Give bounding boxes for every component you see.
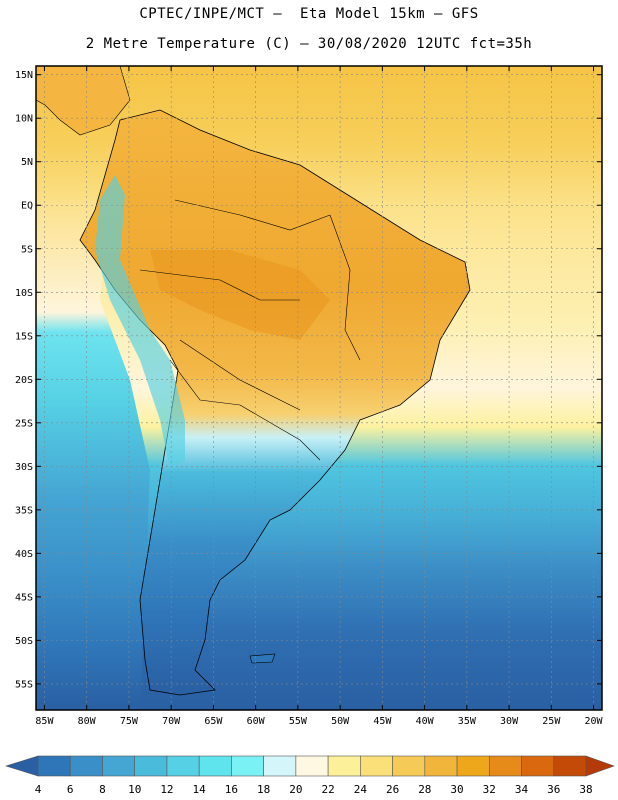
colorbar-swatch <box>198 755 232 777</box>
colorbar-swatch <box>263 755 297 777</box>
colorbar-label: 12 <box>160 783 173 796</box>
lon-tick-label: 85W <box>35 716 54 727</box>
latitude-axis: 15N 10N 5N EQ 5S 10S 15S 20S 25S 30S 35S 40S 45S 50S 5… <box>15 70 602 690</box>
colorbar-label: 38 <box>579 783 592 796</box>
lat-tick-label: 20S <box>15 375 33 386</box>
colorbar-label: 36 <box>547 783 560 796</box>
colorbar-swatch <box>166 755 200 777</box>
colorbar-swatch <box>360 755 393 777</box>
lon-tick-label: 40W <box>416 716 435 727</box>
colorbar-swatch <box>37 755 71 777</box>
lat-tick-label: 50S <box>15 636 33 647</box>
colorbar-label: 10 <box>128 783 141 796</box>
colorbar-label: 8 <box>99 783 106 796</box>
lon-tick-label: 25W <box>542 716 561 727</box>
temperature-field <box>36 66 602 710</box>
lon-tick-label: 45W <box>373 716 392 727</box>
colorbar-label: 20 <box>289 783 302 796</box>
lon-tick-label: 80W <box>78 716 97 727</box>
colorbar-label: 14 <box>193 783 207 796</box>
colorbar-swatch <box>102 755 136 777</box>
colorbar-label: 6 <box>67 783 74 796</box>
colorbar-label: 26 <box>386 783 399 796</box>
colorbar-max-arrow <box>585 755 615 777</box>
colorbar-swatch <box>521 755 555 777</box>
chart-subtitle: 2 Metre Temperature (C) – 30/08/2020 12U… <box>85 36 533 52</box>
longitude-axis: 85W 80W 75W 70W 65W 60W 55W 50W 45W 40W 35W 30W 25W 2… <box>35 66 604 727</box>
lon-tick-label: 75W <box>120 716 139 727</box>
lat-tick-label: 5S <box>21 244 33 255</box>
colorbar-label: 16 <box>225 783 238 796</box>
lon-tick-label: 60W <box>247 716 266 727</box>
chart-title: CPTEC/INPE/MCT – Eta Model 15km – GFS <box>139 6 479 22</box>
lat-tick-label: 25S <box>15 418 33 429</box>
graticule <box>36 66 602 710</box>
map-frame <box>35 65 603 711</box>
lon-tick-label: 70W <box>162 716 181 727</box>
colorbar-swatch <box>295 755 329 777</box>
colorbar-swatch <box>488 755 522 777</box>
colorbar-label: 32 <box>483 783 496 796</box>
lon-tick-label: 35W <box>458 716 477 727</box>
lat-tick-label: 35S <box>15 505 33 516</box>
colorbar-swatch <box>231 755 264 777</box>
lon-tick-label: 50W <box>331 716 350 727</box>
colorbar-swatch <box>327 755 361 777</box>
colorbar-swatch <box>456 755 490 777</box>
colorbar: 4 6 8 10 12 14 16 18 20 22 24 26 28 30 32 34 36 38 <box>4 755 615 796</box>
colorbar-swatch <box>553 755 587 777</box>
colorbar-swatch <box>134 755 168 777</box>
colorbar-swatch <box>424 755 458 777</box>
colorbar-label: 34 <box>515 783 529 796</box>
lon-tick-label: 65W <box>204 716 223 727</box>
colorbar-label: 18 <box>257 783 270 796</box>
colorbar-min-arrow <box>4 755 39 777</box>
colorbar-label: 28 <box>418 783 431 796</box>
colorbar-label: 22 <box>321 783 334 796</box>
lat-tick-label: 40S <box>15 549 33 560</box>
lon-tick-label: 30W <box>500 716 519 727</box>
lon-tick-label: 20W <box>585 716 604 727</box>
colorbar-label: 30 <box>450 783 463 796</box>
colorbar-label: 24 <box>354 783 368 796</box>
lat-tick-label: 45S <box>15 592 33 603</box>
lat-tick-label: 10S <box>15 288 33 299</box>
lat-tick-label: 30S <box>15 462 33 473</box>
lat-tick-label: EQ <box>21 201 33 212</box>
lat-tick-label: 15N <box>15 70 33 81</box>
lat-tick-label: 15S <box>15 331 33 342</box>
lat-tick-label: 5N <box>21 157 33 168</box>
lat-tick-label: 55S <box>15 679 33 690</box>
colorbar-swatch <box>392 755 426 777</box>
lon-tick-label: 55W <box>289 716 308 727</box>
colorbar-swatch <box>69 755 103 777</box>
lat-tick-label: 10N <box>15 114 33 125</box>
colorbar-label: 4 <box>35 783 42 796</box>
